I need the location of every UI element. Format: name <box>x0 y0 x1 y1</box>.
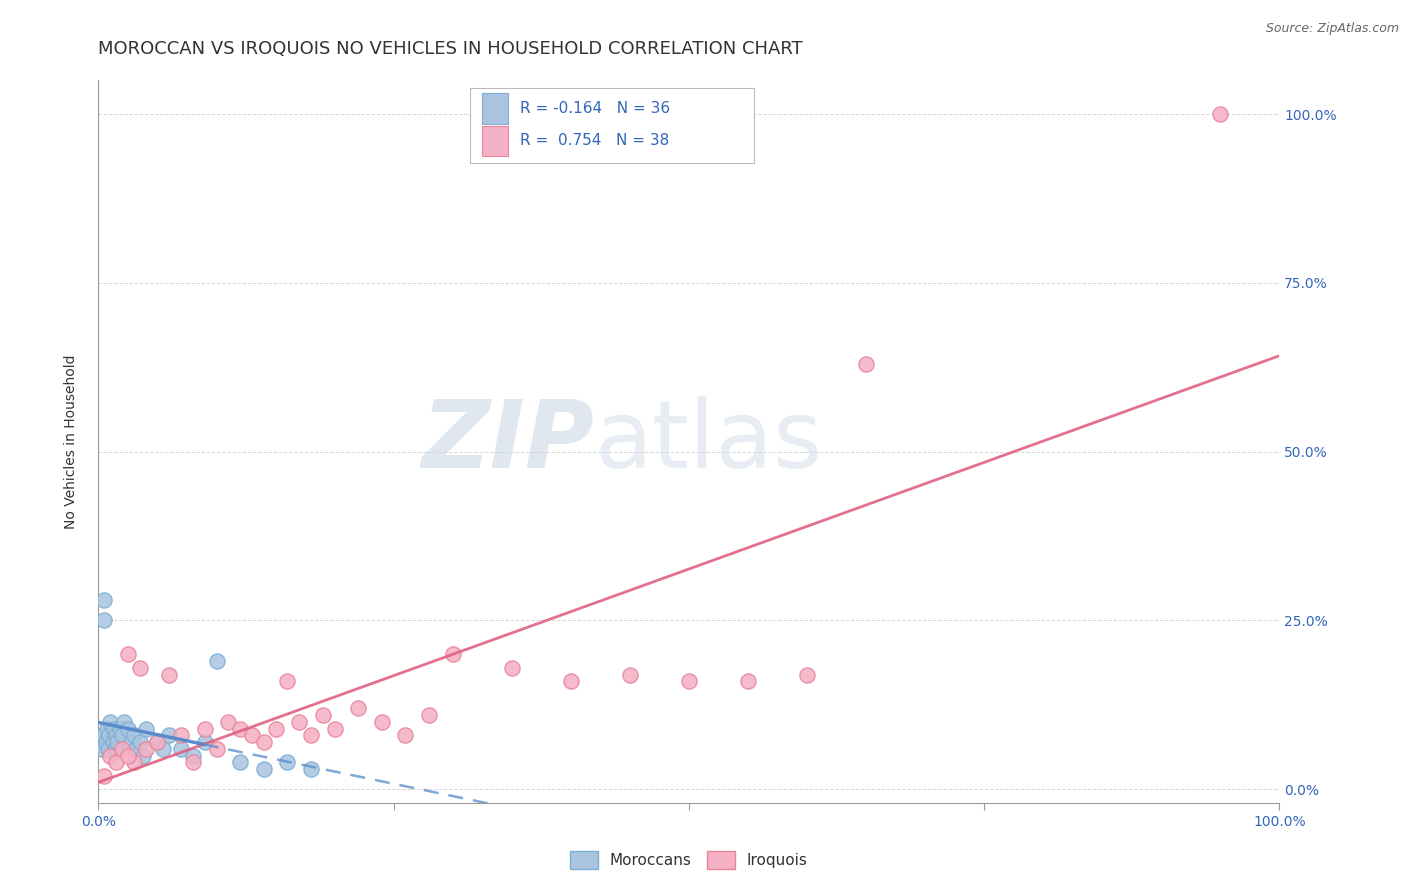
Point <box>394 728 416 742</box>
Point <box>240 728 263 742</box>
Point <box>194 735 217 749</box>
Point <box>117 647 139 661</box>
Point <box>91 741 114 756</box>
FancyBboxPatch shape <box>471 87 754 163</box>
Point <box>205 741 228 756</box>
Point <box>94 735 117 749</box>
Point <box>98 748 121 763</box>
Point <box>229 722 252 736</box>
Point <box>264 722 287 736</box>
Point <box>276 674 298 689</box>
Point <box>125 741 148 756</box>
Point <box>323 722 346 736</box>
Point <box>288 714 311 729</box>
Point <box>121 735 143 749</box>
Text: Source: ZipAtlas.com: Source: ZipAtlas.com <box>1265 22 1399 36</box>
Point <box>122 728 145 742</box>
Text: R =  0.754   N = 38: R = 0.754 N = 38 <box>520 134 669 148</box>
Point <box>135 741 157 756</box>
Text: ZIP: ZIP <box>422 395 595 488</box>
Point <box>105 735 128 749</box>
Point <box>737 674 759 689</box>
Point <box>619 667 641 681</box>
Point <box>678 674 700 689</box>
Point <box>117 722 139 736</box>
Text: R = -0.164   N = 36: R = -0.164 N = 36 <box>520 101 671 116</box>
Point <box>93 769 115 783</box>
Point <box>98 728 121 742</box>
Point <box>128 735 150 749</box>
Point <box>276 756 298 770</box>
Point <box>101 735 124 749</box>
Point <box>91 728 114 742</box>
Point <box>181 748 204 763</box>
Point <box>96 722 118 736</box>
Point <box>170 728 193 742</box>
Point <box>501 661 523 675</box>
FancyBboxPatch shape <box>482 126 508 156</box>
Text: MOROCCAN VS IROQUOIS NO VEHICLES IN HOUSEHOLD CORRELATION CHART: MOROCCAN VS IROQUOIS NO VEHICLES IN HOUS… <box>98 40 803 58</box>
Point <box>418 708 440 723</box>
Point <box>157 728 180 742</box>
Point <box>855 357 877 371</box>
Point <box>93 614 115 628</box>
Point <box>132 748 155 763</box>
Point <box>128 661 150 675</box>
Point <box>229 756 252 770</box>
FancyBboxPatch shape <box>482 94 508 124</box>
Point <box>105 756 128 770</box>
Point <box>146 735 169 749</box>
Y-axis label: No Vehicles in Household: No Vehicles in Household <box>63 354 77 529</box>
Point <box>98 714 121 729</box>
Point <box>347 701 370 715</box>
Point <box>312 708 335 723</box>
Point <box>181 756 204 770</box>
Point <box>441 647 464 661</box>
Point <box>93 593 115 607</box>
Point <box>157 667 180 681</box>
Point <box>90 735 112 749</box>
Point <box>253 735 276 749</box>
Point <box>299 728 322 742</box>
Legend: Moroccans, Iroquois: Moroccans, Iroquois <box>564 845 814 875</box>
Point <box>105 728 128 742</box>
Point <box>122 756 145 770</box>
Point <box>108 722 131 736</box>
Point <box>103 722 125 736</box>
Point <box>117 748 139 763</box>
Point <box>1209 107 1232 121</box>
Point <box>217 714 239 729</box>
Point <box>97 741 120 756</box>
Point <box>371 714 394 729</box>
Point <box>170 741 193 756</box>
Point <box>104 741 127 756</box>
Point <box>152 741 174 756</box>
Point <box>205 654 228 668</box>
Point <box>111 741 134 756</box>
Point <box>146 735 169 749</box>
Point <box>111 728 134 742</box>
Point <box>796 667 818 681</box>
Point <box>299 762 322 776</box>
Point <box>135 722 157 736</box>
Point <box>194 722 217 736</box>
Point <box>112 714 135 729</box>
Point <box>560 674 582 689</box>
Text: atlas: atlas <box>595 395 823 488</box>
Point <box>253 762 276 776</box>
